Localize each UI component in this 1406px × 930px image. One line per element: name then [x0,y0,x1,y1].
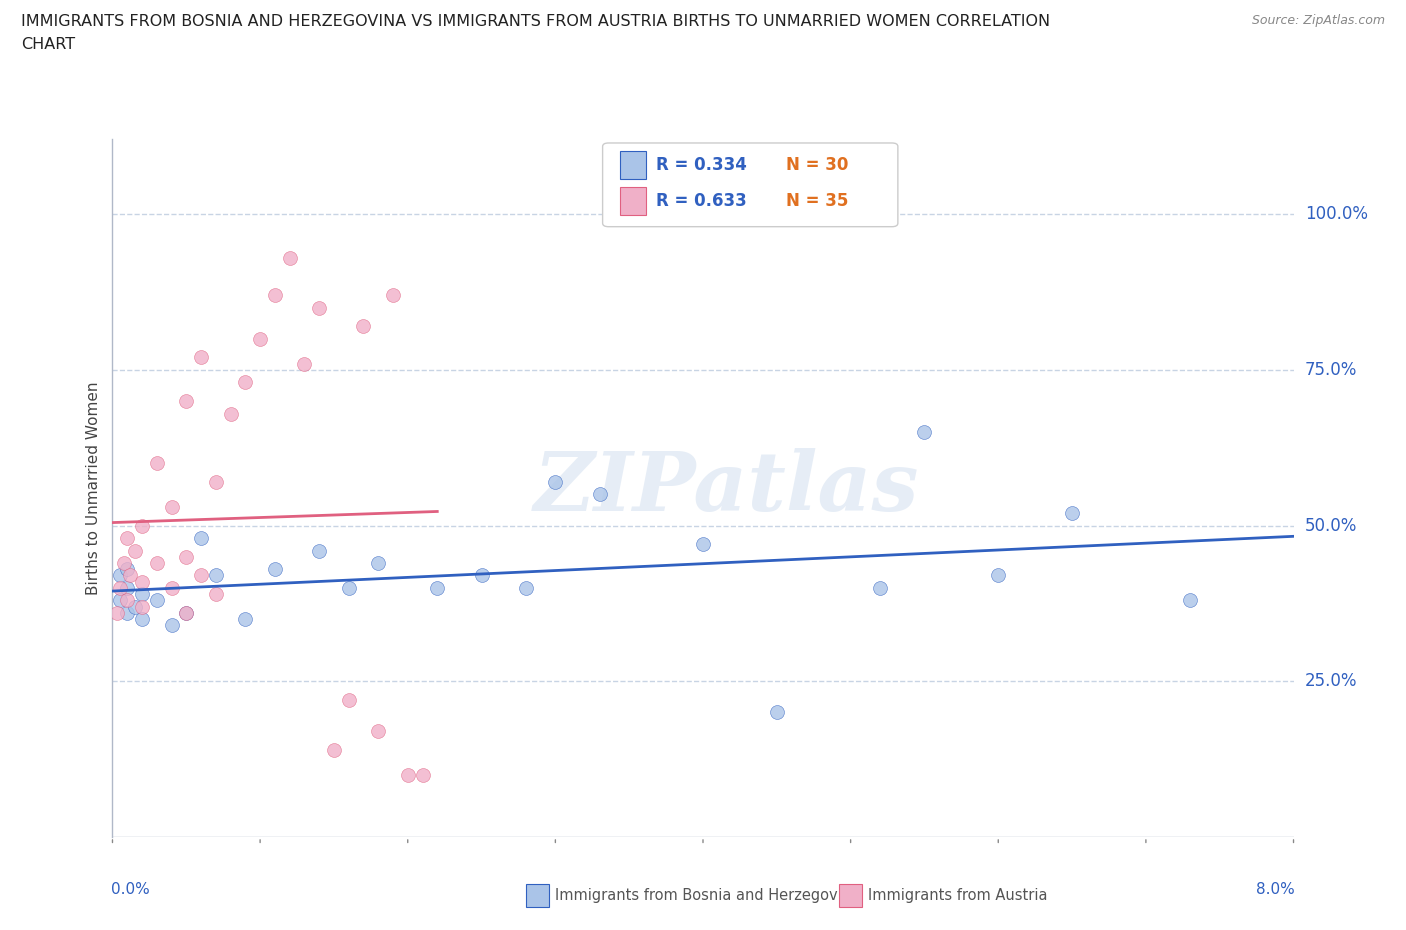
Point [264,562,287,577]
Point [131,518,153,533]
Point [131,574,153,589]
Point [131,612,153,627]
Text: N = 35: N = 35 [786,192,848,210]
Point [412,767,434,782]
Point [219,406,242,421]
FancyBboxPatch shape [526,884,550,907]
Text: 75.0%: 75.0% [1305,361,1357,379]
Point [233,612,256,627]
Point [337,580,360,595]
Text: 50.0%: 50.0% [1305,517,1357,535]
Point [471,568,494,583]
Text: Immigrants from Bosnia and Herzegovina: Immigrants from Bosnia and Herzegovina [555,888,860,903]
Point [160,580,183,595]
Point [117,562,138,577]
Point [1062,506,1084,521]
Y-axis label: Births to Unmarried Women: Births to Unmarried Women [86,381,101,595]
FancyBboxPatch shape [620,187,647,215]
Point [396,767,419,782]
Point [323,742,346,757]
Text: R = 0.633: R = 0.633 [655,192,747,210]
Point [124,599,146,614]
Point [131,587,153,602]
Point [249,331,271,346]
Text: Source: ZipAtlas.com: Source: ZipAtlas.com [1251,14,1385,27]
Point [367,724,389,738]
Point [515,580,537,595]
Point [382,287,405,302]
Point [174,550,197,565]
Point [160,618,183,632]
FancyBboxPatch shape [620,152,647,179]
Point [108,568,131,583]
Text: CHART: CHART [21,37,75,52]
Point [160,499,183,514]
Point [190,350,212,365]
Point [117,593,138,608]
Text: 0.0%: 0.0% [111,883,150,897]
Point [765,705,787,720]
Point [205,474,228,489]
Text: 25.0%: 25.0% [1305,672,1357,690]
Point [146,593,169,608]
Point [117,531,138,546]
Text: Immigrants from Austria: Immigrants from Austria [869,888,1047,903]
Point [588,487,610,502]
Point [174,605,197,620]
Point [105,605,128,620]
Text: IMMIGRANTS FROM BOSNIA AND HERZEGOVINA VS IMMIGRANTS FROM AUSTRIA BIRTHS TO UNMA: IMMIGRANTS FROM BOSNIA AND HERZEGOVINA V… [21,14,1050,29]
Point [692,537,714,551]
Point [914,425,936,440]
Point [108,593,131,608]
Point [120,568,142,583]
Point [308,543,330,558]
Point [205,587,228,602]
Point [278,250,301,265]
Text: R = 0.334: R = 0.334 [655,156,747,174]
Point [174,393,197,408]
Point [987,568,1010,583]
Point [112,555,135,570]
Text: ZIPatlas: ZIPatlas [534,448,920,528]
Point [426,580,449,595]
Point [131,599,153,614]
Point [264,287,287,302]
Point [174,605,197,620]
Point [869,580,891,595]
Point [1178,593,1201,608]
Point [108,580,131,595]
Point [352,319,374,334]
Point [190,531,212,546]
Point [117,605,138,620]
Point [205,568,228,583]
Point [124,543,146,558]
Text: 100.0%: 100.0% [1305,206,1368,223]
Point [146,555,169,570]
Point [308,300,330,315]
Point [233,375,256,390]
Point [190,568,212,583]
Point [146,456,169,471]
Text: N = 30: N = 30 [786,156,848,174]
FancyBboxPatch shape [603,143,898,227]
Point [367,555,389,570]
FancyBboxPatch shape [839,884,862,907]
Point [337,693,360,708]
Text: 8.0%: 8.0% [1256,883,1295,897]
Point [292,356,315,371]
Point [117,580,138,595]
Point [544,474,567,489]
